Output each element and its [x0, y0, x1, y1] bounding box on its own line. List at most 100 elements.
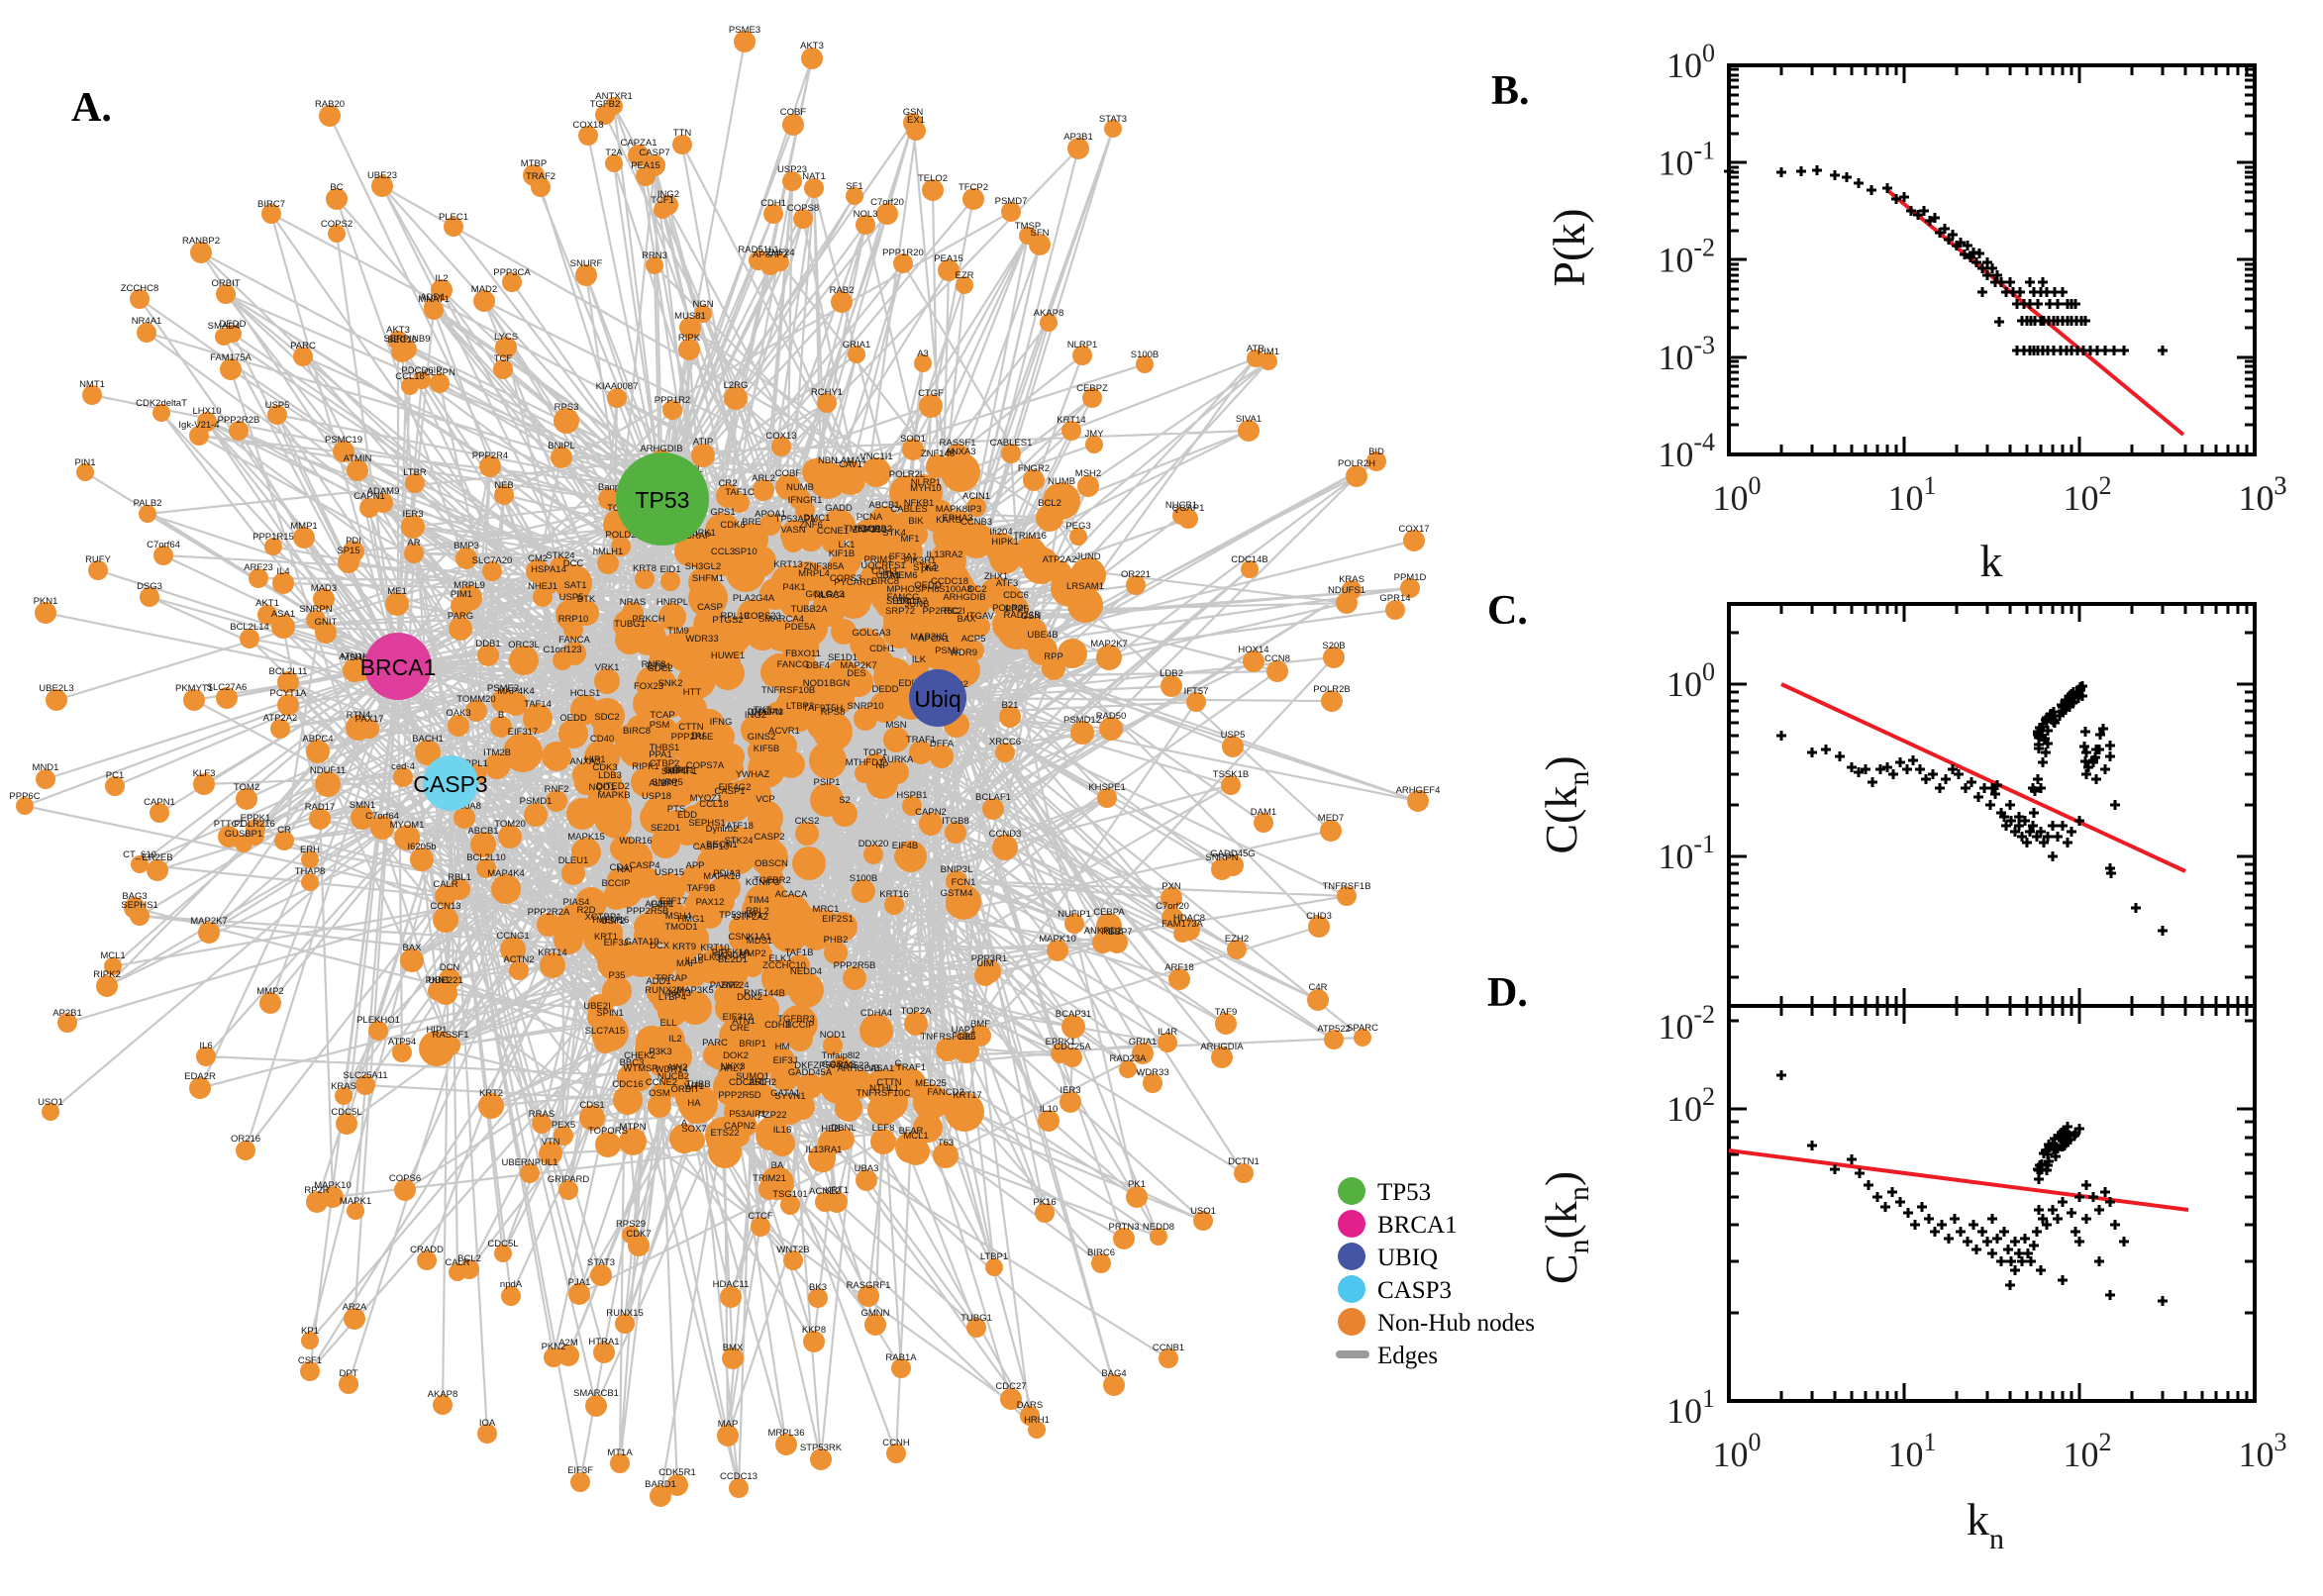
- svg-text:DEDD: DEDD: [220, 319, 247, 330]
- svg-text:FANCD2: FANCD2: [927, 1087, 963, 1098]
- svg-text:ELK1: ELK1: [768, 953, 791, 964]
- svg-text:IOA: IOA: [479, 1418, 496, 1429]
- svg-text:L2RG: L2RG: [724, 380, 749, 391]
- svg-text:IL4R: IL4R: [1158, 1027, 1177, 1038]
- svg-text:LDB2: LDB2: [1160, 668, 1183, 679]
- svg-text:AKAP8: AKAP8: [428, 1389, 458, 1400]
- svg-text:MAP3K5: MAP3K5: [676, 985, 714, 996]
- svg-text:KP1: KP1: [301, 1326, 319, 1337]
- svg-text:RANBP2: RANBP2: [182, 236, 220, 247]
- svg-text:KRT14: KRT14: [1057, 415, 1085, 426]
- svg-text:JUNB: JUNB: [905, 599, 930, 610]
- svg-text:NLRP1: NLRP1: [911, 477, 942, 488]
- svg-text:RAD51L1: RAD51L1: [738, 245, 778, 255]
- svg-text:C7orf20: C7orf20: [870, 197, 904, 208]
- svg-text:CCND3: CCND3: [989, 829, 1022, 840]
- svg-text:POLR2H: POLR2H: [1338, 458, 1375, 469]
- svg-text:DAM1: DAM1: [1251, 807, 1276, 818]
- svg-text:LAMA4: LAMA4: [835, 455, 865, 466]
- svg-text:BNIPL: BNIPL: [548, 441, 574, 451]
- svg-text:TOP1: TOP1: [863, 748, 888, 758]
- svg-text:EZR: EZR: [956, 270, 974, 281]
- svg-text:PIP5K1A: PIP5K1A: [712, 948, 751, 958]
- svg-text:SPIN1: SPIN1: [596, 1008, 623, 1019]
- svg-text:COX13: COX13: [765, 431, 796, 442]
- svg-text:BCCIP: BCCIP: [785, 1020, 814, 1031]
- svg-text:OAK3: OAK3: [446, 708, 470, 719]
- svg-text:HMG1: HMG1: [677, 914, 704, 925]
- svg-text:IFNGR1: IFNGR1: [788, 495, 823, 506]
- svg-text:DU: DU: [691, 731, 705, 742]
- svg-text:BBC3: BBC3: [620, 1057, 645, 1068]
- svg-text:STK24: STK24: [546, 550, 574, 561]
- svg-text:AKAP8: AKAP8: [1034, 308, 1064, 319]
- svg-text:ZNF350: ZNF350: [853, 525, 886, 536]
- svg-text:RP2R: RP2R: [304, 1185, 329, 1196]
- svg-text:CCN13: CCN13: [430, 901, 460, 912]
- svg-text:CAV1: CAV1: [839, 459, 862, 470]
- svg-text:PDIA3: PDIA3: [713, 868, 740, 879]
- svg-text:PEX5: PEX5: [552, 1120, 575, 1131]
- svg-text:ATF3: ATF3: [996, 578, 1019, 589]
- svg-text:POLR2B: POLR2B: [1313, 684, 1351, 695]
- svg-text:AKT3: AKT3: [800, 41, 824, 51]
- svg-text:TSG101: TSG101: [772, 1189, 807, 1200]
- svg-text:CASP3: CASP3: [1377, 1277, 1452, 1304]
- svg-text:ARF23: ARF23: [244, 562, 273, 573]
- svg-text:PPP3CA: PPP3CA: [493, 267, 531, 278]
- svg-text:PKN1: PKN1: [426, 975, 451, 986]
- svg-text:TOMM20: TOMM20: [456, 694, 495, 705]
- svg-text:KRT10: KRT10: [700, 943, 729, 953]
- svg-text:PPP1R20: PPP1R20: [882, 248, 924, 258]
- svg-text:KIF1B: KIF1B: [829, 549, 855, 559]
- svg-text:LRSAM1: LRSAM1: [1066, 581, 1104, 592]
- svg-text:GADD: GADD: [825, 503, 853, 514]
- svg-text:STP53RK: STP53RK: [800, 1443, 843, 1453]
- svg-text:ITM2B: ITM2B: [483, 748, 511, 758]
- svg-text:MSN: MSN: [885, 720, 906, 731]
- svg-text:DLEU1: DLEU1: [558, 855, 589, 866]
- svg-text:MTHFD1: MTHFD1: [846, 757, 884, 768]
- svg-text:hMLH1: hMLH1: [593, 547, 624, 557]
- svg-text:A: A: [681, 1118, 688, 1129]
- svg-text:BAG3: BAG3: [122, 891, 147, 902]
- svg-text:PCNA: PCNA: [857, 512, 883, 523]
- svg-text:BARD1: BARD1: [645, 1479, 676, 1490]
- svg-text:XRCC6: XRCC6: [989, 737, 1021, 748]
- svg-text:ced-4: ced-4: [391, 761, 415, 772]
- svg-text:102: 102: [1666, 1082, 1715, 1129]
- svg-text:CR2: CR2: [718, 478, 737, 489]
- svg-text:CASP3: CASP3: [413, 771, 487, 797]
- svg-text:BGN: BGN: [830, 678, 851, 689]
- svg-text:COPS8: COPS8: [787, 203, 819, 214]
- svg-text:C.: C.: [1487, 588, 1528, 634]
- svg-text:T63: T63: [938, 1138, 954, 1148]
- svg-text:UBA1: UBA1: [876, 570, 901, 581]
- svg-text:P35: P35: [609, 970, 626, 981]
- svg-text:RAD17: RAD17: [305, 802, 336, 813]
- svg-text:ACNE2: ACNE2: [809, 1186, 841, 1197]
- svg-text:CALR: CALR: [445, 1257, 469, 1268]
- svg-text:UBERNPUL1: UBERNPUL1: [501, 1157, 557, 1168]
- svg-text:IER3: IER3: [1060, 1085, 1080, 1096]
- svg-text:CCNB1: CCNB1: [1153, 1343, 1184, 1353]
- svg-text:THAP8: THAP8: [295, 866, 326, 877]
- svg-text:MAPK10: MAPK10: [314, 1180, 352, 1191]
- svg-text:SOD1: SOD1: [900, 434, 926, 445]
- svg-text:PRTN3: PRTN3: [1109, 1222, 1140, 1233]
- svg-text:TMEM6: TMEM6: [884, 570, 917, 581]
- svg-text:CDS1: CDS1: [579, 1100, 604, 1111]
- svg-text:PSMD12: PSMD12: [1063, 715, 1101, 726]
- svg-text:CHEK2: CHEK2: [624, 1050, 656, 1061]
- svg-text:CASP4: CASP4: [629, 860, 659, 871]
- svg-text:SYVN1: SYVN1: [774, 1091, 805, 1102]
- svg-text:TUBB: TUBB: [685, 1079, 710, 1090]
- svg-text:TRAF1: TRAF1: [896, 1062, 926, 1073]
- svg-text:NUMB: NUMB: [1048, 476, 1075, 487]
- svg-text:SEC16: SEC16: [387, 335, 417, 346]
- svg-text:BRCA1: BRCA1: [360, 654, 437, 680]
- svg-text:C7orf64: C7orf64: [365, 811, 399, 822]
- svg-text:RAD23A: RAD23A: [1110, 1053, 1148, 1064]
- svg-text:ACP5: ACP5: [961, 634, 986, 645]
- svg-text:CTTN: CTTN: [876, 1077, 901, 1088]
